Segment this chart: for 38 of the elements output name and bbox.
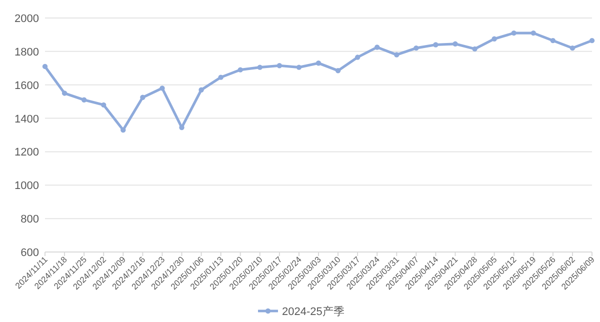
point: [316, 60, 322, 66]
legend: 2024-25产季: [258, 306, 344, 318]
point: [101, 102, 106, 108]
point: [42, 64, 48, 70]
y-tick-label: 600: [20, 247, 39, 259]
point: [492, 36, 497, 42]
point: [160, 86, 165, 91]
point: [433, 42, 438, 48]
point: [550, 38, 556, 44]
point: [374, 44, 380, 50]
point: [81, 97, 87, 102]
point: [218, 74, 224, 80]
point: [511, 30, 516, 36]
y-tick-label: 800: [20, 214, 39, 226]
point: [257, 64, 262, 70]
y-tick-label: 1600: [14, 80, 39, 92]
point: [530, 30, 536, 36]
y-tick-label: 1000: [14, 180, 39, 192]
point: [198, 87, 204, 92]
point: [414, 45, 419, 51]
y-tick-label: 1200: [14, 146, 39, 159]
point: [335, 68, 341, 74]
point: [120, 127, 126, 133]
y-tick-label: 1400: [14, 113, 39, 126]
point: [238, 67, 243, 72]
legend-label: 2024-25产季: [282, 305, 344, 318]
point: [276, 63, 282, 68]
y-tick-label: 2000: [14, 13, 39, 25]
point: [296, 64, 302, 70]
point: [472, 46, 478, 52]
point: [570, 45, 576, 51]
point: [394, 52, 400, 58]
point: [452, 41, 458, 47]
y-tick-label: 1800: [14, 46, 39, 58]
point: [140, 94, 146, 100]
point: [354, 54, 360, 60]
point: [589, 38, 595, 44]
point: [62, 90, 68, 96]
